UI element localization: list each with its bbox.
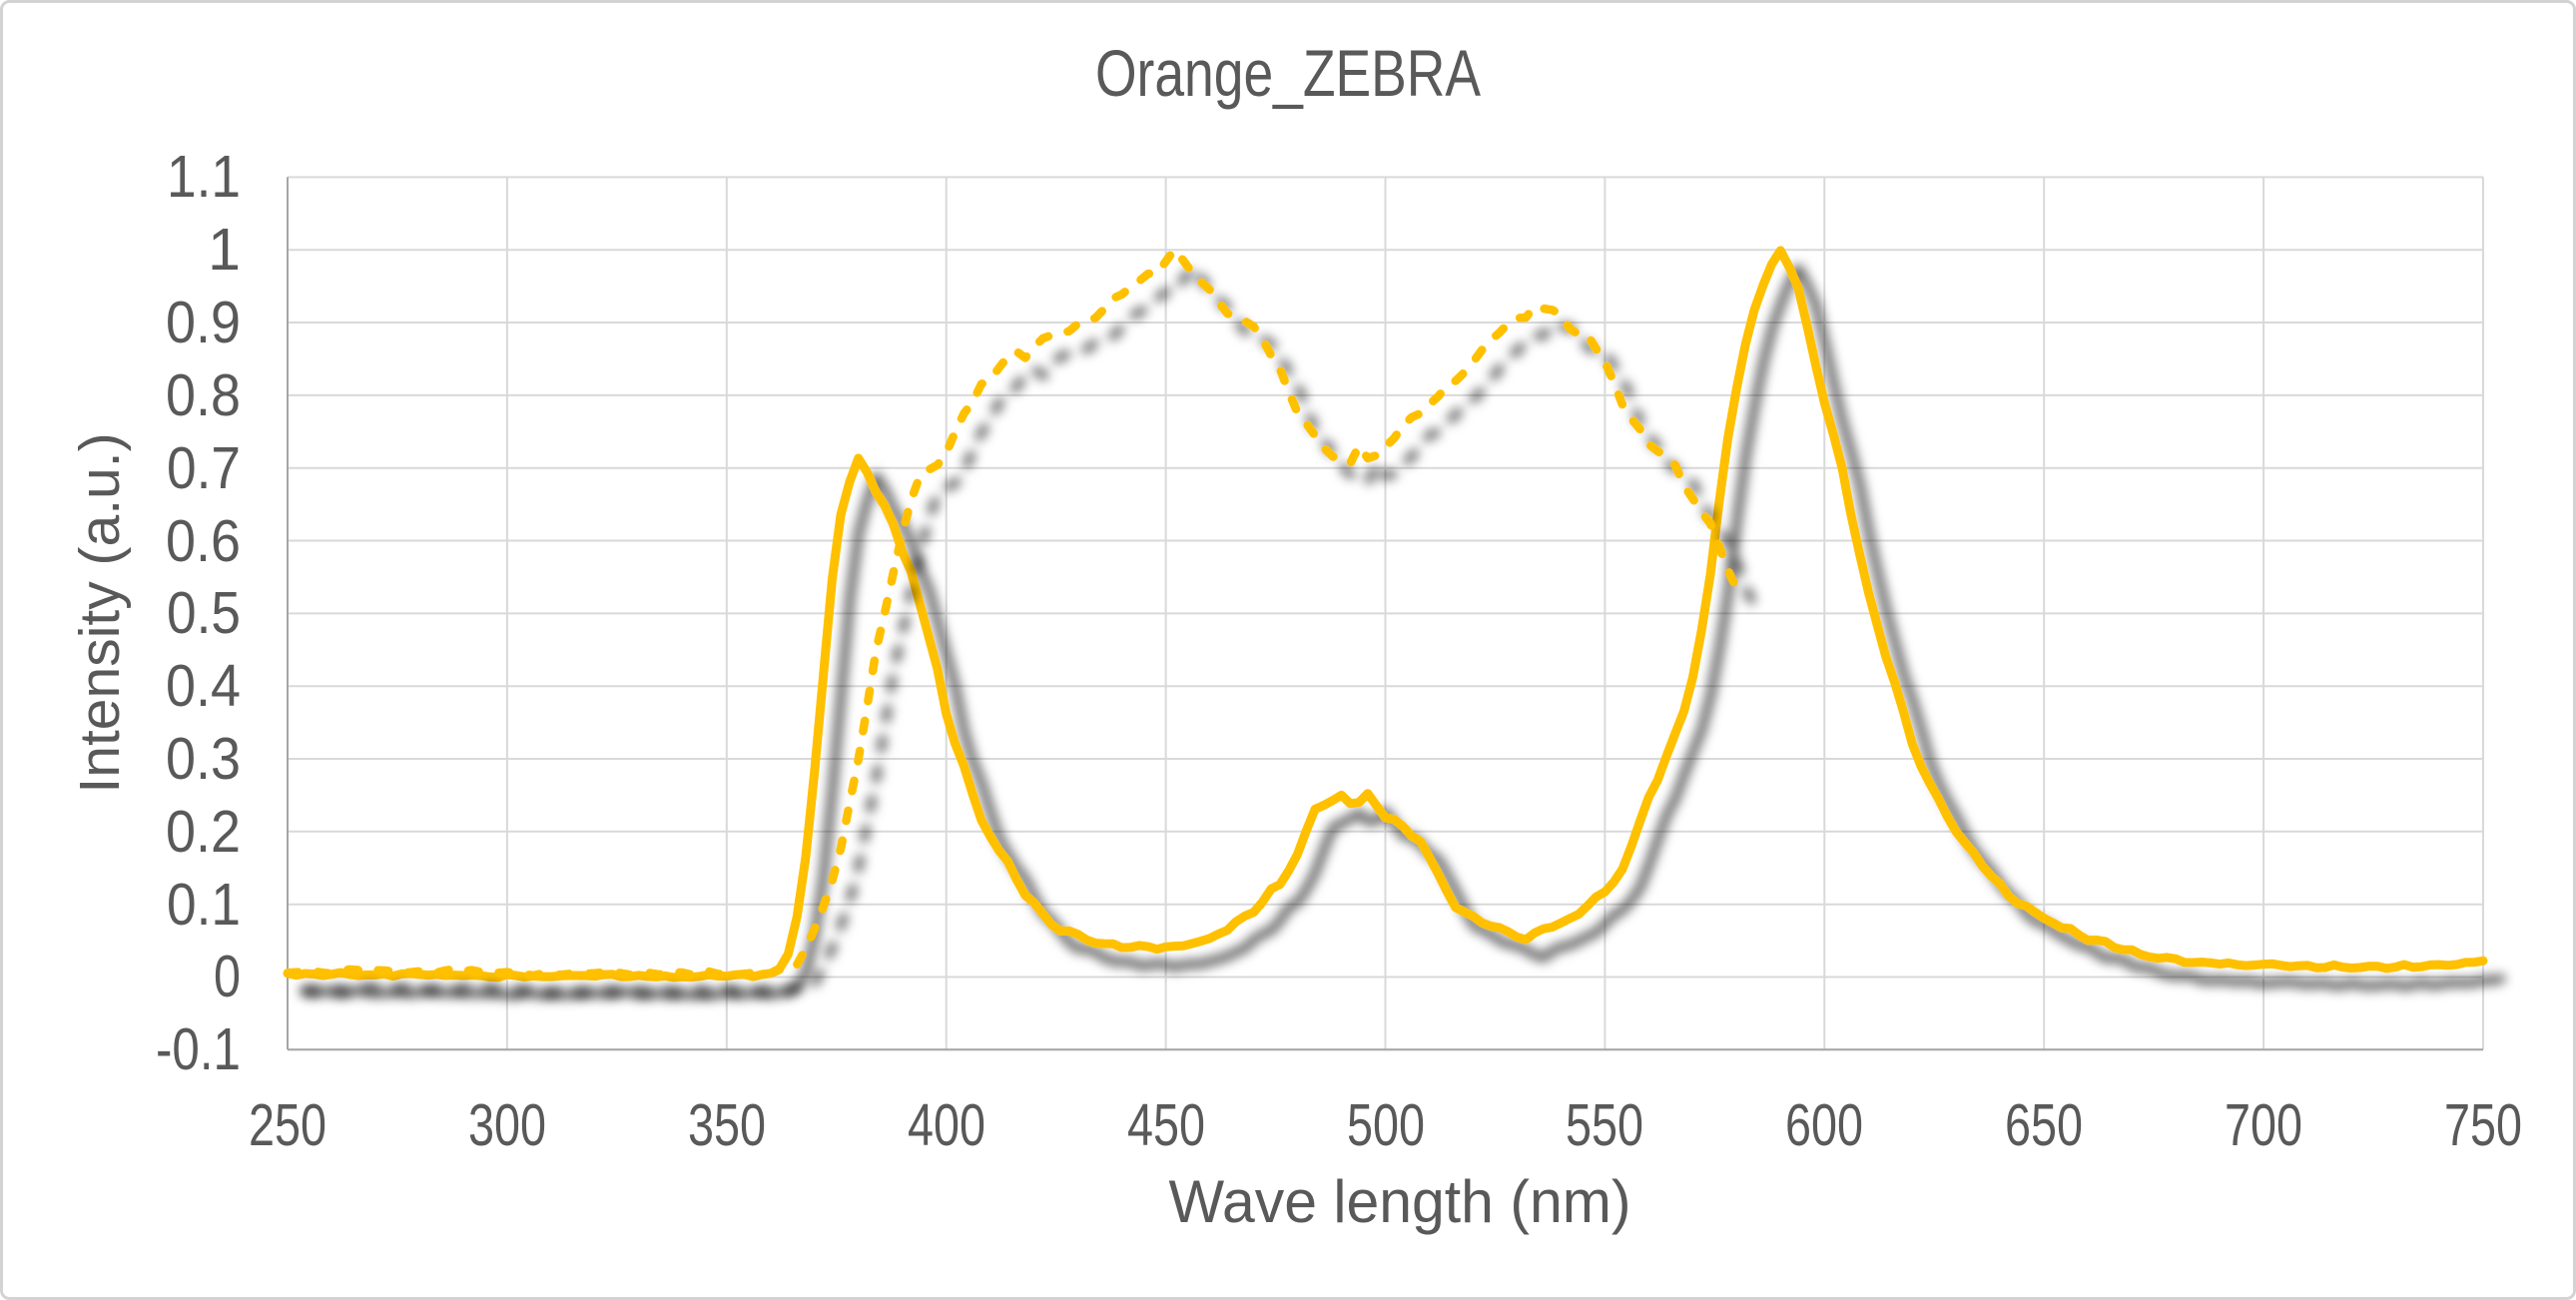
svg-text:550: 550 <box>1566 1092 1643 1158</box>
svg-text:450: 450 <box>1127 1092 1205 1158</box>
svg-text:500: 500 <box>1347 1092 1425 1158</box>
svg-text:Intensity (a.u.): Intensity (a.u.) <box>68 432 132 793</box>
svg-text:0.9: 0.9 <box>166 290 241 355</box>
svg-text:250: 250 <box>249 1092 326 1158</box>
svg-text:1: 1 <box>208 217 241 283</box>
svg-text:400: 400 <box>908 1092 985 1158</box>
svg-text:0.3: 0.3 <box>166 726 241 792</box>
svg-text:600: 600 <box>1785 1092 1863 1158</box>
svg-text:0.6: 0.6 <box>166 508 241 574</box>
svg-text:0.1: 0.1 <box>167 872 241 938</box>
svg-text:350: 350 <box>688 1092 766 1158</box>
svg-text:0.7: 0.7 <box>167 435 241 501</box>
svg-text:0: 0 <box>214 944 241 1009</box>
svg-text:0.5: 0.5 <box>167 580 241 646</box>
svg-text:Wave length (nm): Wave length (nm) <box>1169 1168 1631 1235</box>
svg-text:700: 700 <box>2225 1092 2302 1158</box>
svg-text:650: 650 <box>2005 1092 2083 1158</box>
svg-text:750: 750 <box>2444 1092 2522 1158</box>
svg-text:1.1: 1.1 <box>167 144 241 210</box>
svg-text:0.8: 0.8 <box>166 362 241 428</box>
svg-text:300: 300 <box>468 1092 546 1158</box>
svg-text:0.2: 0.2 <box>166 799 241 865</box>
svg-text:Orange_ZEBRA: Orange_ZEBRA <box>1095 36 1481 110</box>
svg-text:-0.1: -0.1 <box>156 1016 241 1082</box>
svg-text:0.4: 0.4 <box>166 653 241 719</box>
